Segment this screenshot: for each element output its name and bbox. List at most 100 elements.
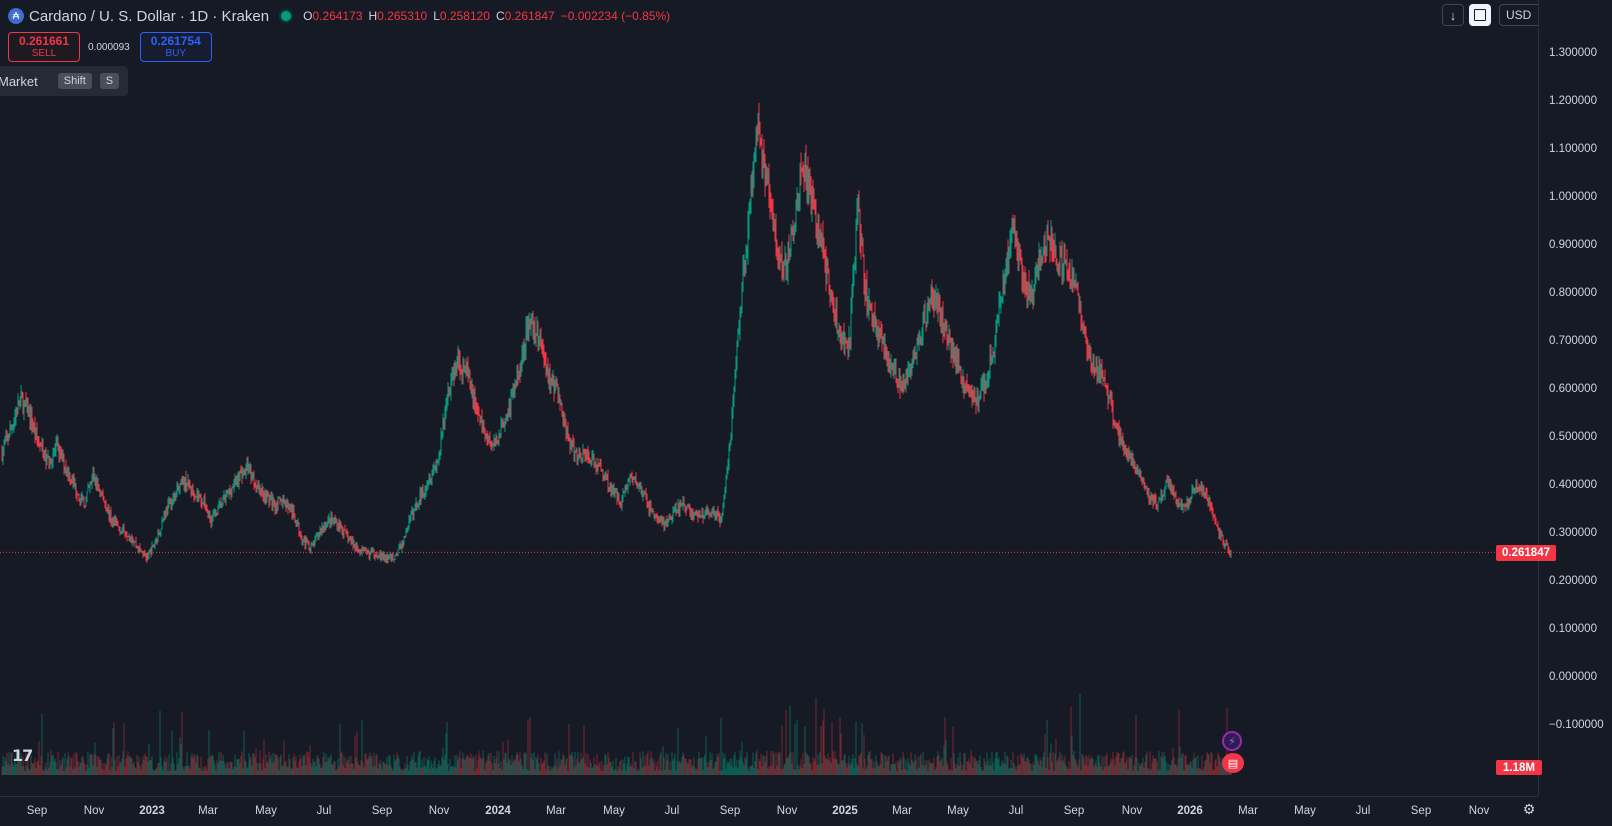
volume-bar — [1134, 757, 1136, 775]
volume-bar — [16, 764, 18, 775]
volume-bar — [534, 769, 536, 775]
volume-bar — [115, 770, 117, 775]
volume-bar — [1067, 769, 1069, 775]
volume-bar — [475, 754, 477, 775]
volume-bar — [815, 697, 817, 775]
volume-bar — [662, 746, 664, 775]
volume-bar — [887, 756, 889, 775]
volume-bar — [186, 751, 188, 775]
volume-bar — [965, 770, 967, 775]
volume-bar — [1083, 758, 1085, 775]
gear-icon[interactable]: ⚙ — [1522, 800, 1536, 817]
volume-bar — [547, 765, 549, 775]
volume-bar — [123, 723, 125, 775]
volume-bar — [431, 764, 433, 775]
volume-bar — [454, 755, 456, 775]
volume-bar — [902, 751, 904, 775]
buy-button[interactable]: 0.261754 BUY — [139, 32, 212, 62]
chart-area[interactable] — [0, 0, 1538, 796]
market-status-icon[interactable] — [279, 9, 294, 23]
volume-bar — [637, 768, 639, 775]
hotkey-market-label: Market — [0, 73, 38, 89]
volume-bar — [755, 753, 757, 775]
volume-bar — [1071, 735, 1073, 775]
time-axis[interactable]: Sep Nov 2023 Mar May Jul Sep Nov 2024 Mar May Jul Se… — [0, 796, 1538, 826]
volume-bar — [695, 769, 697, 775]
volume-bar — [866, 766, 868, 775]
volume-bar — [537, 754, 539, 775]
volume-bar — [515, 755, 517, 775]
volume-bar — [1181, 753, 1183, 775]
volume-bar — [628, 757, 630, 775]
volume-bar — [970, 750, 972, 775]
volume-bar — [692, 764, 694, 775]
volume-bar — [653, 759, 655, 775]
volume-bar — [897, 760, 899, 775]
volume-bar — [264, 768, 266, 775]
volume-bar — [668, 769, 670, 775]
volume-bar — [462, 752, 464, 775]
volume-bar — [808, 756, 810, 775]
volume-bar — [1087, 766, 1089, 775]
volume-bar — [489, 760, 491, 775]
volume-bar — [1019, 765, 1021, 775]
price-chart[interactable] — [0, 0, 1538, 796]
volume-bar — [1170, 764, 1172, 775]
volume-bar — [575, 765, 577, 775]
volume-bar — [348, 756, 350, 775]
volume-bar — [216, 759, 218, 775]
volume-bar — [263, 739, 265, 775]
volume-bar — [189, 768, 191, 775]
volume-bar — [779, 752, 781, 775]
volume-bar — [1024, 761, 1026, 775]
volume-bar — [170, 763, 172, 775]
volume-bar — [621, 770, 623, 775]
volume-bar — [1216, 766, 1218, 775]
volume-bar — [631, 766, 633, 775]
volume-bar — [288, 754, 290, 775]
volume-bar — [460, 768, 462, 775]
volume-bar — [1084, 764, 1086, 775]
us-flag-event-icon[interactable]: ▤ — [1222, 753, 1244, 773]
volume-bar — [449, 758, 451, 775]
volume-bar — [891, 763, 893, 775]
volume-bar — [40, 755, 42, 775]
volume-bar — [65, 767, 67, 775]
volume-bar — [926, 760, 928, 775]
volume-bar — [551, 768, 553, 775]
volume-bar — [1045, 767, 1047, 775]
volume-bar — [975, 760, 977, 775]
volume-bar — [747, 767, 749, 775]
volume-bar — [1011, 767, 1013, 775]
hotkey-hint[interactable]: Market Shift S — [0, 66, 128, 96]
volume-bar — [375, 755, 377, 775]
volume-bar — [869, 751, 871, 775]
volume-bar — [518, 761, 520, 775]
volume-bar — [84, 764, 86, 775]
event-lightning-icon[interactable]: ⚡ — [1222, 731, 1242, 751]
volume-bar — [1082, 754, 1084, 775]
volume-bar — [255, 748, 257, 775]
volume-bar — [1, 766, 3, 775]
volume-bar — [557, 768, 559, 775]
volume-bar — [850, 763, 852, 775]
sell-button[interactable]: 0.261661 SELL — [8, 32, 80, 62]
volume-bar — [730, 765, 732, 775]
arrow-down-icon[interactable]: ↓ — [1442, 4, 1464, 26]
volume-bar — [525, 753, 527, 775]
price-axis-label: 1.200000 — [1549, 95, 1597, 107]
volume-bar — [863, 734, 865, 775]
volume-bar — [1056, 761, 1058, 775]
price-axis[interactable]: 1.300000 1.200000 1.100000 1.000000 0.900000… — [1538, 0, 1612, 796]
symbol-title[interactable]: Cardano / U. S. Dollar · 1D · Kraken — [29, 7, 270, 25]
volume-bar — [931, 762, 933, 775]
volume-bar — [918, 767, 920, 775]
volume-bar — [1190, 761, 1192, 775]
volume-bar — [1008, 768, 1010, 775]
fullscreen-icon[interactable] — [1469, 4, 1491, 26]
volume-bar — [400, 769, 402, 775]
cardano-logo-icon: ₳ — [8, 8, 24, 24]
volume-bar — [190, 756, 192, 775]
tradingview-logo-icon[interactable]: 17 — [12, 746, 33, 765]
volume-bar — [351, 763, 353, 775]
